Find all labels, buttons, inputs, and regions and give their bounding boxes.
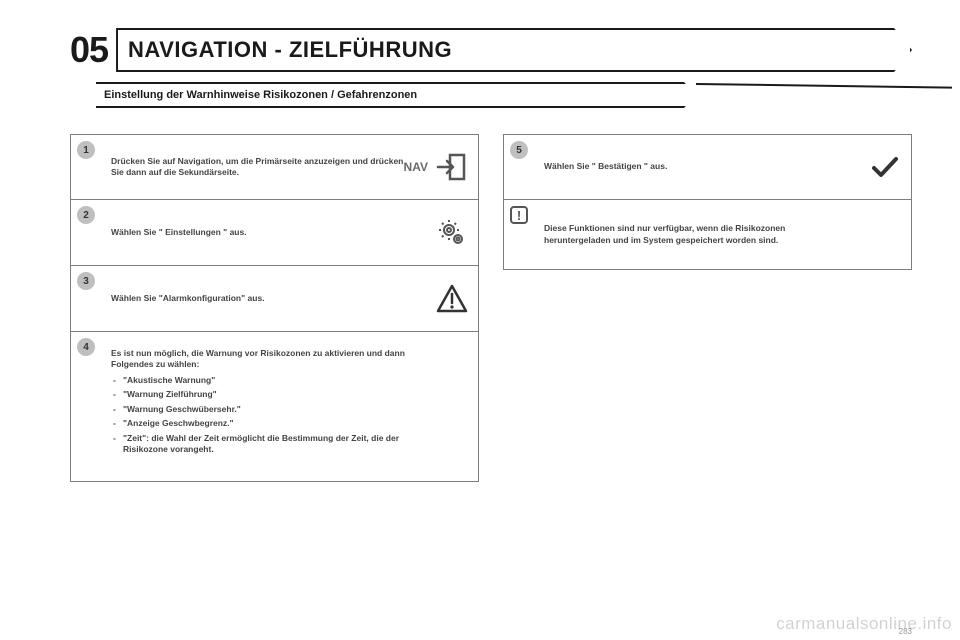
step-icon-slot: NAV	[404, 151, 468, 183]
step-badge: 5	[510, 141, 528, 159]
step-text: Es ist nun möglich, die Warnung vor Risi…	[111, 348, 418, 456]
step-4-intro: Es ist nun möglich, die Warnung vor Risi…	[111, 348, 405, 369]
step-icon-slot	[436, 283, 468, 315]
step-text: Wählen Sie " Bestätigen " aus.	[544, 161, 667, 172]
step-text: Drücken Sie auf Navigation, um die Primä…	[111, 156, 418, 179]
check-icon	[869, 151, 901, 183]
info-icon: !	[510, 206, 528, 224]
step-icon-slot	[436, 217, 468, 249]
subtitle-rule	[696, 83, 952, 89]
nav-label: NAV	[404, 160, 428, 174]
gear-icon	[436, 217, 468, 249]
step-4: 4 Es ist nun möglich, die Warnung vor Ri…	[70, 332, 479, 482]
step-badge: 3	[77, 272, 95, 290]
step-3: 3 Wählen Sie "Alarmkonfiguration" aus.	[70, 266, 479, 332]
subtitle-row: Einstellung der Warnhinweise Risikozonen…	[96, 82, 912, 110]
subtitle-bar: Einstellung der Warnhinweise Risikozonen…	[96, 82, 696, 108]
step-badge: 1	[77, 141, 95, 159]
watermark: carmanualsonline.info	[776, 614, 952, 634]
step-5: 5 Wählen Sie " Bestätigen " aus.	[503, 134, 912, 200]
title-row: 05 NAVIGATION - ZIELFÜHRUNG	[70, 24, 912, 76]
step-badge: 4	[77, 338, 95, 356]
step-text: Wählen Sie " Einstellungen " aus.	[111, 227, 247, 238]
arrow-into-box-icon	[436, 151, 468, 183]
page-title: NAVIGATION - ZIELFÜHRUNG	[128, 37, 452, 63]
step-text: Wählen Sie "Alarmkonfiguration" aus.	[111, 293, 265, 304]
title-bar: NAVIGATION - ZIELFÜHRUNG	[116, 28, 912, 72]
chapter-number: 05	[70, 29, 108, 71]
warning-triangle-icon	[436, 283, 468, 315]
page-subtitle: Einstellung der Warnhinweise Risikozonen…	[104, 89, 417, 101]
list-item: "Akustische Warnung"	[111, 375, 418, 386]
note-box: ! Diese Funktionen sind nur verfügbar, w…	[503, 200, 912, 270]
columns: 1 Drücken Sie auf Navigation, um die Pri…	[70, 134, 912, 482]
step-icon-slot	[869, 151, 901, 183]
step-2: 2 Wählen Sie " Einstellungen " aus.	[70, 200, 479, 266]
note-text: Diese Funktionen sind nur verfügbar, wen…	[544, 223, 851, 246]
list-item: "Warnung Geschwübersehr."	[111, 404, 418, 415]
left-column: 1 Drücken Sie auf Navigation, um die Pri…	[70, 134, 479, 482]
step-1: 1 Drücken Sie auf Navigation, um die Pri…	[70, 134, 479, 200]
list-item: "Warnung Zielführung"	[111, 389, 418, 400]
list-item: "Zeit": die Wahl der Zeit ermöglicht die…	[111, 433, 418, 456]
step-badge: 2	[77, 206, 95, 224]
manual-page: 05 NAVIGATION - ZIELFÜHRUNG Einstellung …	[0, 0, 960, 640]
step-4-list: "Akustische Warnung" "Warnung Zielführun…	[111, 375, 418, 456]
list-item: "Anzeige Geschwbegrenz."	[111, 418, 418, 429]
right-column: 5 Wählen Sie " Bestätigen " aus. ! Diese…	[503, 134, 912, 482]
